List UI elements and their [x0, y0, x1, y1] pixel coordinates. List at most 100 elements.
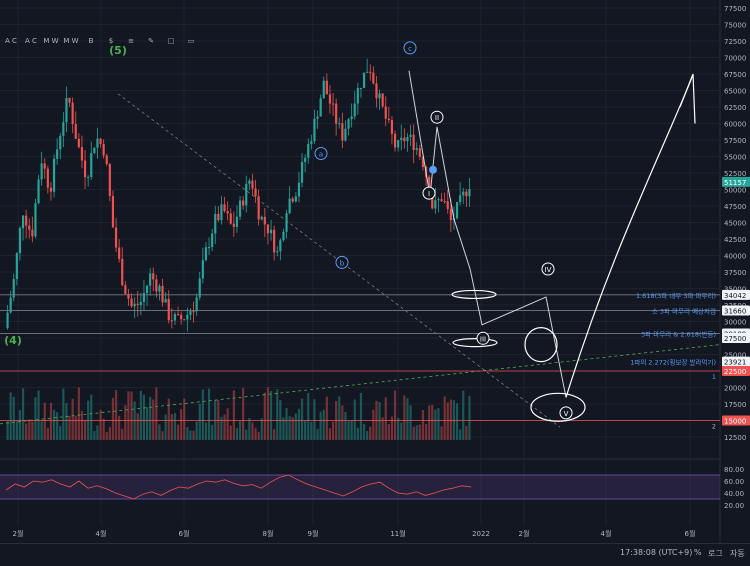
candle-body [52, 158, 56, 192]
percent-scale-toggle[interactable]: % [694, 548, 702, 557]
volume-bar [71, 398, 74, 440]
volume-bar [344, 411, 347, 440]
volume-bar [77, 387, 80, 440]
volume-bar [139, 390, 142, 440]
arrow-head [679, 73, 696, 124]
candle-body [21, 215, 25, 229]
toolbar-tool-icon[interactable]: A C [5, 37, 17, 45]
candle-body [28, 225, 31, 230]
candle-body [217, 213, 220, 221]
volume-bar [248, 418, 251, 440]
y-tick-label: 25000 [724, 352, 746, 360]
volume-bar [12, 396, 15, 440]
toolbar-tool-icon[interactable]: B [88, 37, 94, 45]
candle-body [378, 93, 381, 99]
annotation-text: 1.618(3파 내부 3파 마무리) [636, 291, 716, 300]
candle-body [176, 314, 180, 316]
candle-body [403, 137, 406, 142]
y-tick-label: 30000 [724, 319, 746, 327]
candle-body [468, 189, 471, 197]
volume-bar [285, 408, 288, 440]
candle-body [397, 140, 400, 148]
y-tick-label: 17500 [724, 401, 746, 409]
candle-body [46, 168, 49, 188]
volume-bar [254, 427, 257, 440]
log-scale-toggle[interactable]: 로그 [708, 549, 723, 558]
y-tick-label: 35000 [724, 286, 746, 294]
volume-bar [288, 416, 291, 440]
hand-drawn-up-arrow [565, 77, 693, 398]
toolbar-tool-icon[interactable]: M W [63, 37, 79, 45]
candle-body [242, 200, 245, 206]
volume-bar [266, 387, 270, 440]
auto-scale-toggle[interactable]: 자동 [730, 549, 745, 558]
toolbar-tool-icon[interactable]: ≡ [128, 37, 134, 45]
marker-ellipse [451, 289, 497, 300]
candle-body [254, 188, 257, 197]
candle-body [220, 204, 223, 221]
volume-bar [465, 425, 468, 440]
y-tick-label: 45000 [724, 220, 746, 228]
trend-line-ascending [0, 344, 721, 425]
candle-body [406, 137, 409, 142]
candle-body [102, 143, 105, 156]
volume-bar [238, 421, 242, 440]
candle-body [211, 233, 214, 248]
candle-body [455, 201, 459, 219]
volume-bar [136, 413, 139, 440]
price-axis[interactable]: 77500 75000 72500 70000 67500 65000 62500 60000… [724, 5, 746, 442]
toolbar-tool-icon[interactable]: ✎ [148, 37, 154, 45]
volume-bar [180, 409, 183, 440]
candle-body [248, 180, 251, 184]
volume-bar [369, 426, 372, 440]
wave-label: (5) [109, 44, 127, 57]
candle-body [207, 247, 211, 249]
volume-bar [189, 430, 192, 440]
wave-label-circle [559, 406, 573, 420]
price-tag-label: 23921 [724, 359, 746, 367]
candle-body [25, 215, 28, 226]
candle-body [155, 279, 158, 292]
x-tick-label: 8월 [263, 529, 274, 538]
volume-bar [28, 419, 31, 440]
candle-body [198, 278, 201, 298]
clock-readout: 17:38:08 (UTC+9) [620, 548, 693, 557]
volume-bar [124, 404, 127, 440]
candle-body [114, 227, 118, 248]
y-tick-label: 75000 [724, 22, 746, 30]
wave-label-circle [422, 186, 436, 200]
candle-body [462, 191, 465, 196]
toolbar-tool-icon[interactable]: $ [108, 37, 114, 45]
x-tick-label: 9월 [308, 529, 319, 538]
volume-bar [242, 388, 245, 440]
volume-bar [279, 400, 282, 440]
volume-bar [387, 424, 390, 440]
volume-bar [341, 405, 344, 440]
candle-body [266, 224, 270, 234]
toolbar-tool-icon[interactable]: □ [167, 37, 175, 45]
volume-bar [310, 421, 313, 440]
candle-body [108, 163, 111, 196]
candle-body [245, 183, 248, 206]
candle-body [434, 200, 437, 209]
candle-body [285, 213, 288, 232]
toolbar-tool-icon[interactable]: ▭ [187, 37, 195, 45]
candle-body [335, 103, 338, 124]
wave-label-circle [541, 262, 555, 276]
candle-body [65, 97, 68, 123]
volume-bar [443, 396, 446, 440]
volume-bar [207, 388, 211, 440]
candle-body [59, 135, 62, 150]
toolbar-tool-icon[interactable]: A C [25, 37, 37, 45]
volume-bar [102, 418, 105, 440]
marker-ellipse [530, 392, 586, 422]
candle-body [226, 211, 229, 214]
y-tick-label: 52500 [724, 170, 746, 178]
time-axis[interactable]: 2월 4월 6월 8월 9월 11월 2022 2월 4월 6월 [13, 529, 696, 538]
volume-bar [155, 387, 158, 440]
candle-body [356, 88, 359, 104]
toolbar-tool-icon[interactable]: M W [43, 37, 59, 45]
price-tag-label: 15000 [724, 418, 746, 426]
